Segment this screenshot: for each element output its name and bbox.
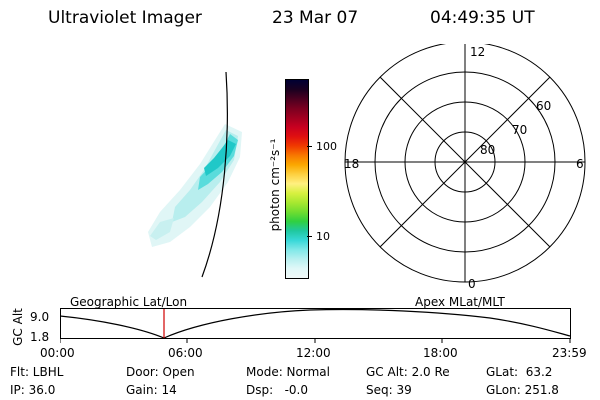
terminator-line — [201, 72, 228, 278]
lat-label-80: 80 — [480, 143, 495, 157]
orbit-x-tick-0600: 06:00 — [168, 346, 203, 360]
mlt-label-12: 12 — [470, 45, 485, 59]
app-title: Ultraviolet Imager — [48, 8, 202, 28]
polar-grid: 12 18 6 0 60 70 80 — [344, 44, 586, 291]
orbit-x-tick-0000: 00:00 — [40, 346, 75, 360]
status-mode: Mode: Normal — [246, 365, 330, 379]
altitude-curve — [60, 308, 571, 339]
mlt-label-0: 0 — [468, 277, 476, 291]
orbit-y-axis-label: GC Alt — [11, 308, 25, 346]
status-seq: Seq: 39 — [366, 383, 412, 397]
status-filter: Flt: LBHL — [10, 365, 64, 379]
colorbar-tick-100: 100 — [316, 140, 337, 153]
color-scale-bar — [285, 79, 309, 279]
orbit-x-tick-1800: 18:00 — [423, 346, 458, 360]
status-ip: IP: 36.0 — [10, 383, 56, 397]
status-glon: GLon: 251.8 — [486, 383, 559, 397]
auroral-image — [148, 72, 242, 278]
status-dsp: Dsp: -0.0 — [246, 383, 309, 397]
orbit-y-tick-low: 1.8 — [30, 330, 50, 344]
orbit-x-tick-2359: 23:59 — [552, 346, 587, 360]
colorbar-tick-mark — [307, 146, 312, 147]
mlt-label-18: 18 — [344, 157, 359, 171]
image-date: 23 Mar 07 — [272, 8, 359, 28]
colorbar-tick-10: 10 — [316, 230, 330, 243]
colorbar-unit-label: photon cm⁻²s⁻¹ — [268, 138, 282, 232]
status-door: Door: Open — [126, 365, 195, 379]
status-gain: Gain: 14 — [126, 383, 177, 397]
lat-label-70: 70 — [512, 123, 527, 137]
colorbar-tick-mark — [307, 236, 312, 237]
orbit-right-label: Apex MLat/MLT — [415, 295, 505, 309]
lat-label-60: 60 — [536, 99, 551, 113]
mlt-label-6: 6 — [576, 157, 584, 171]
orbit-altitude-plot — [60, 308, 571, 343]
status-gc-alt: GC Alt: 2.0 Re — [366, 365, 450, 379]
aurora-emission — [148, 124, 242, 247]
status-glat: GLat: 63.2 — [486, 365, 553, 379]
orbit-x-tick-1200: 12:00 — [296, 346, 331, 360]
orbit-left-label: Geographic Lat/Lon — [70, 295, 188, 309]
image-time: 04:49:35 UT — [430, 8, 535, 28]
orbit-y-tick-high: 9.0 — [30, 310, 50, 324]
